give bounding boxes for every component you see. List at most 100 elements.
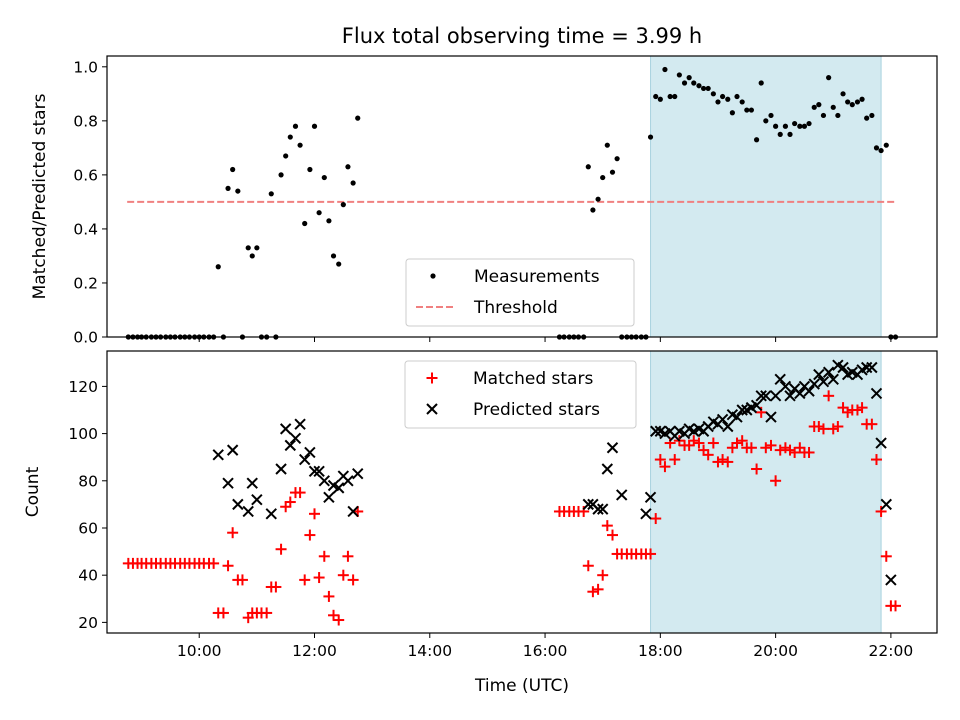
matched-stars-point: [702, 449, 714, 461]
ratio-plot-area: [125, 66, 899, 340]
legend-marker: [430, 273, 436, 279]
predicted-stars-point: [817, 375, 830, 388]
measurements-point: [835, 112, 841, 119]
count-y-axis: 20 40 60 80 100 120: [68, 378, 107, 632]
measurements-point: [245, 245, 251, 251]
predicted-stars-point: [333, 482, 345, 494]
matched-stars-point: [823, 390, 835, 402]
matched-stars-point: [890, 600, 901, 612]
matched-stars-point: [208, 557, 220, 569]
measurements-point: [604, 142, 610, 148]
matched-stars-point: [333, 614, 345, 626]
measurements-point: [249, 253, 255, 259]
measurements-point: [283, 153, 289, 159]
matched-stars-point: [669, 454, 681, 466]
matched-stars-point: [592, 583, 604, 595]
matched-stars-point: [337, 569, 349, 581]
predicted-stars-point: [875, 437, 887, 449]
matched-stars-point: [236, 574, 248, 586]
measurements-point: [340, 202, 346, 208]
measurements-point: [355, 115, 361, 121]
measurements-point: [653, 93, 659, 100]
measurements-point: [585, 164, 591, 170]
y-tick-label: 60: [78, 519, 98, 537]
predicted-stars-point: [794, 387, 806, 400]
predicted-stars-point: [592, 503, 604, 515]
ratio-axes-frame: [106, 55, 938, 338]
matched-stars-point: [770, 475, 782, 487]
predicted-stars-point: [736, 404, 748, 416]
measurements-point: [600, 174, 606, 181]
matched-stars-point: [582, 560, 594, 572]
legend-label: Matched stars: [473, 369, 593, 389]
y-tick-label: 40: [78, 567, 98, 585]
matched-stars-point: [650, 513, 662, 525]
predicted-stars-point: [803, 385, 815, 397]
count-legend: Matched stars Predicted stars: [404, 360, 637, 429]
matched-stars-point: [587, 586, 599, 598]
matched-stars-point: [597, 569, 609, 581]
matched-stars-point: [745, 442, 757, 454]
predicted-stars-point: [284, 439, 296, 452]
predicted-stars-point: [860, 361, 873, 374]
predicted-stars-point: [318, 475, 331, 487]
predicted-stars-point: [616, 489, 628, 501]
ratio-x-axis: [198, 337, 892, 342]
measurements-point: [345, 164, 351, 170]
matched-stars-point: [870, 454, 882, 466]
matched-stars-point: [693, 437, 705, 449]
measurements-point: [657, 96, 663, 102]
predicted-stars-point: [222, 477, 234, 489]
predicted-stars-point: [722, 420, 734, 433]
predicted-stars-point: [596, 503, 609, 515]
x-tick-label: 18:00: [638, 642, 683, 660]
x-tick-label: 22:00: [869, 642, 914, 660]
measurements-point: [777, 131, 783, 137]
matched-stars-point: [328, 609, 340, 621]
measurements-point: [725, 96, 731, 102]
chart-title: Flux total observing time = 3.99 h: [342, 24, 702, 48]
ratio-legend: Measurements Threshold: [405, 258, 635, 327]
y-tick-label: 80: [78, 472, 98, 490]
measurements-point: [845, 99, 851, 105]
x-axis-label: Time (UTC): [474, 676, 569, 696]
measurements-point: [710, 91, 716, 97]
matched-stars-point: [217, 607, 229, 619]
measurements-point: [715, 99, 721, 105]
matched-stars-point: [294, 487, 306, 499]
predicted-stars-point: [294, 418, 306, 430]
measurements-point: [869, 112, 875, 119]
y-tick-label: 20: [78, 614, 98, 632]
measurements-point: [330, 253, 337, 259]
shaded-region: [650, 350, 882, 634]
matched-stars-point: [717, 454, 729, 466]
predicted-stars-point: [765, 411, 777, 423]
predicted-stars-point: [644, 491, 657, 504]
x-tick-label: 20:00: [753, 642, 798, 660]
measurements-point: [864, 115, 870, 121]
measurements-point: [336, 261, 342, 267]
measurements-point: [705, 85, 711, 92]
measurements-point: [609, 169, 616, 175]
matched-stars-point: [645, 548, 657, 560]
matched-stars-point: [760, 442, 772, 454]
matched-stars-point: [275, 543, 287, 555]
measurements-point: [235, 188, 241, 194]
predicted-stars-point: [298, 453, 311, 466]
measurements-point: [215, 264, 221, 270]
y-tick-label: 0.8: [73, 112, 98, 130]
matched-stars-point: [866, 418, 878, 430]
predicted-stars-point: [885, 574, 897, 586]
predicted-stars-point: [755, 390, 767, 402]
measurements-point: [307, 166, 313, 173]
measurements-point: [662, 66, 668, 73]
matched-stars-point: [803, 446, 815, 458]
measurements-point: [782, 123, 789, 129]
matched-stars-point: [722, 456, 734, 468]
predicted-stars-point: [226, 444, 239, 456]
legend-label: Threshold: [473, 298, 558, 318]
matched-stars-point: [789, 446, 801, 458]
measurements-point: [768, 112, 774, 119]
predicted-stars-point: [716, 413, 729, 426]
